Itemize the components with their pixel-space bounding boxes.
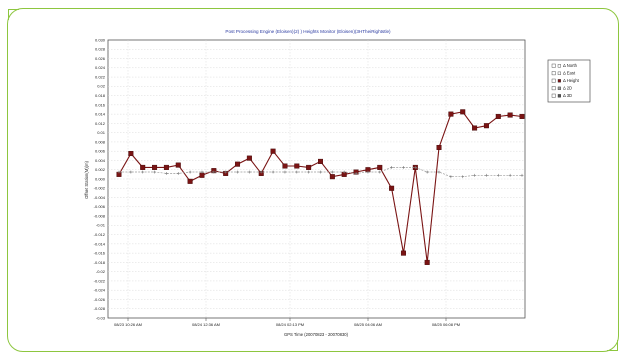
legend-swatch [557, 71, 561, 75]
data-point-height [507, 112, 513, 118]
y-tick-label: 0.01 [97, 130, 106, 135]
data-point-height [175, 162, 181, 168]
legend-label: Δ 3D [563, 93, 572, 98]
legend-checkbox[interactable] [551, 78, 556, 83]
data-point-height [270, 148, 276, 154]
y-tick-label: 0.014 [95, 112, 106, 117]
y-tick-label: 0.000 [95, 176, 106, 181]
y-tick-label: -0.008 [94, 213, 106, 218]
y-axis-label: Offset Station(M)(m) [84, 160, 89, 198]
data-point-height [163, 164, 169, 170]
y-tick-label: -0.026 [94, 297, 106, 302]
data-point-height [199, 172, 205, 178]
x-axis-label: GPS Time (20070823 - 20070830) [284, 332, 349, 337]
legend-checkbox[interactable] [551, 86, 556, 91]
legend-label: Δ 2D [563, 86, 572, 91]
data-point-height [483, 123, 489, 129]
y-axis-ticks: 0.030 0.028 0.026 0.024 0.022 0.02 0.018 0.016 0… [94, 37, 106, 320]
data-point-height [377, 164, 383, 170]
y-tick-label: -0.012 [94, 232, 106, 237]
legend-label: Δ North [563, 63, 578, 68]
data-point-height [282, 163, 288, 169]
y-tick-label: 0.012 [95, 121, 106, 126]
gridlines [108, 40, 525, 318]
data-point-height [424, 259, 430, 265]
y-tick-label: 0.004 [95, 158, 106, 163]
x-tick-label: 08/25 06:08 PM [432, 322, 460, 327]
legend-label: Δ Height [563, 78, 580, 83]
x-tick-label: 08/23 10:26 AM [114, 322, 142, 327]
x-tick-label: 08/24 12:36 AM [192, 322, 220, 327]
legend-swatch [557, 94, 561, 98]
legend-checkbox[interactable] [551, 63, 556, 68]
y-tick-label: -0.004 [94, 195, 106, 200]
y-tick-label: -0.006 [94, 204, 106, 209]
legend-label: Δ East [563, 71, 576, 76]
y-tick-label: 0.024 [95, 65, 106, 70]
legend-swatch [557, 86, 561, 90]
y-tick-label: -0.01 [96, 223, 106, 228]
x-tick-label: 08/25 04:06 AM [354, 322, 382, 327]
data-point-height [472, 125, 478, 131]
frame-corner-bottom-right [607, 340, 618, 351]
legend-swatch [557, 79, 561, 83]
frame-corner-top-left [8, 9, 19, 20]
y-tick-label: 0.016 [95, 102, 106, 107]
data-point-height [187, 178, 193, 184]
y-tick-label: 0.002 [95, 167, 106, 172]
y-tick-label: -0.024 [94, 288, 106, 293]
data-point-height [495, 113, 501, 119]
data-point-height [235, 161, 241, 167]
x-tick-label: 08/24 02:13 PM [276, 322, 304, 327]
y-tick-label: -0.018 [94, 260, 106, 265]
data-point-height [152, 164, 158, 170]
y-tick-label: -0.002 [94, 186, 106, 191]
y-tick-label: 0.02 [97, 84, 106, 89]
y-tick-label: -0.016 [94, 251, 106, 256]
y-tick-label: 0.022 [95, 74, 106, 79]
y-tick-label: -0.03 [96, 315, 106, 320]
data-point-height [318, 158, 324, 164]
y-tick-label: -0.02 [96, 269, 106, 274]
data-point-height [128, 151, 134, 157]
data-point-height [460, 109, 466, 115]
y-tick-label: 0.006 [95, 149, 106, 154]
legend: Δ North Δ East Δ Height Δ 2D Δ 3D [551, 63, 580, 98]
data-point-height [306, 164, 312, 170]
y-tick-label: -0.028 [94, 306, 106, 311]
legend-checkbox[interactable] [551, 71, 556, 76]
data-point-height [294, 163, 300, 169]
y-tick-label: 0.028 [95, 47, 106, 52]
y-tick-label: 0.008 [95, 139, 106, 144]
data-point-height [329, 174, 335, 180]
data-point-height [400, 250, 406, 256]
series-group [116, 109, 525, 265]
y-tick-label: -0.014 [94, 241, 106, 246]
data-point-height [448, 111, 454, 117]
data-point-height [246, 155, 252, 161]
x-axis-ticks: 08/23 10:26 AM 08/24 12:36 AM 08/24 02:13 … [114, 318, 460, 327]
data-point-height [389, 185, 395, 191]
legend-swatch [557, 64, 561, 68]
y-tick-label: 0.018 [95, 93, 106, 98]
y-tick-label: 0.026 [95, 56, 106, 61]
data-point-height [436, 144, 442, 150]
data-point-height [519, 113, 525, 119]
legend-checkbox[interactable] [551, 93, 556, 98]
y-tick-label: -0.022 [94, 278, 106, 283]
y-tick-label: 0.030 [95, 37, 106, 42]
chart-title: Post Processing Engine (Eloisen)(2) ) He… [225, 29, 391, 34]
data-point-height [140, 164, 146, 170]
